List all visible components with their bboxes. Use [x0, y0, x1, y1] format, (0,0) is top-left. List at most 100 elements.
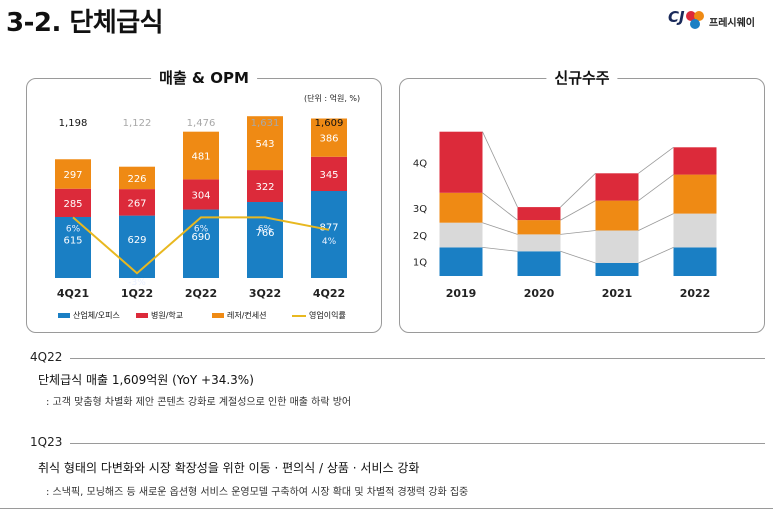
legend-label-office: 산업체/오피스	[73, 311, 120, 320]
company-logo: CJ 프레시웨이	[668, 6, 768, 36]
order-segment-q2	[517, 234, 561, 252]
data-label-hospital: 285	[63, 199, 82, 210]
data-label-hospital: 345	[319, 170, 338, 181]
data-label-leisure: 297	[63, 170, 82, 181]
order-segment-q1	[673, 247, 717, 276]
connector-line	[560, 200, 596, 221]
bar-segment-leisure	[55, 159, 91, 189]
section-divider	[30, 443, 765, 444]
data-label-office: 766	[255, 228, 274, 239]
legend-item-office: 산업체/오피스	[58, 310, 120, 321]
bar-segment-hospital	[183, 179, 219, 210]
data-label-office: 629	[127, 235, 146, 246]
x-tick-label: 2020	[524, 287, 555, 300]
legend-label-hospital: 병원/학교	[151, 311, 184, 320]
bar-segment-office	[247, 202, 283, 278]
data-label-leisure: 386	[319, 134, 338, 145]
bottom-divider	[0, 508, 773, 509]
x-tick-label: 1Q22	[121, 287, 153, 300]
legend-item-hospital: 병원/학교	[136, 310, 183, 321]
data-label-leisure: 226	[127, 174, 146, 185]
section-sub-text: : 고객 맞춤형 차별화 제안 콘텐츠 강화로 계절성으로 인한 매출 하락 방…	[46, 397, 352, 408]
logo-name: 프레시웨이	[709, 18, 755, 29]
logo-brand: CJ	[668, 8, 685, 26]
bar-segment-office	[183, 209, 219, 278]
connector-line	[638, 247, 674, 264]
order-segment-q2	[673, 213, 717, 248]
stack-label: 3Q	[413, 204, 427, 215]
legend-item-leisure: 레저/컨세션	[212, 310, 267, 321]
legend-swatch-hospital	[136, 313, 148, 318]
legend-line-opm	[292, 314, 306, 317]
order-segment-q4	[595, 173, 639, 201]
order-segment-q3	[673, 174, 717, 214]
bar-segment-hospital	[247, 170, 283, 203]
order-segment-q4	[517, 207, 561, 221]
stack-label: 1Q	[413, 258, 427, 269]
new-orders-title: 신규수주	[546, 67, 618, 88]
connector-line	[482, 222, 518, 235]
bar-segment-hospital	[311, 156, 347, 192]
section-divider	[30, 358, 765, 359]
order-segment-q3	[595, 200, 639, 231]
connector-line	[638, 213, 674, 231]
x-tick-label: 2019	[446, 287, 477, 300]
order-segment-q1	[595, 263, 639, 276]
data-label-office: 690	[191, 232, 210, 243]
logo-mark-icon	[686, 11, 704, 29]
opm-line	[72, 216, 330, 275]
legend-label-opm: 영업이익률	[309, 311, 346, 320]
bar-segment-leisure	[119, 166, 155, 190]
bar-segment-leisure	[183, 131, 219, 180]
section-heading: 1Q23	[30, 435, 71, 449]
bar-segment-leisure	[311, 118, 347, 157]
total-label: 1,609	[315, 118, 344, 129]
bar-segment-office	[119, 215, 155, 278]
data-label-office: 877	[319, 223, 338, 234]
opm-label: 6%	[66, 224, 81, 234]
section-main-text: 취식 형태의 다변화와 시장 확장성을 위한 이동 · 편의식 / 상품 · 서…	[38, 461, 420, 475]
order-segment-q4	[673, 147, 717, 175]
connector-line	[482, 247, 518, 252]
sales-opm-title: 매출 & OPM	[151, 67, 257, 88]
x-tick-label: 2Q22	[185, 287, 217, 300]
bar-segment-office	[311, 191, 347, 278]
section-main-text: 단체급식 매출 1,609억원 (YoY +34.3%)	[38, 373, 254, 387]
total-label: 1,476	[187, 118, 216, 129]
bar-segment-leisure	[247, 116, 283, 171]
connector-line	[560, 173, 596, 208]
connector-line	[560, 250, 596, 264]
x-tick-label: 4Q21	[57, 287, 89, 300]
unit-note: (단위 : 억원, %)	[304, 94, 361, 103]
x-tick-label: 2021	[602, 287, 633, 300]
legend-label-leisure: 레저/컨세션	[227, 311, 267, 320]
total-label: 1,198	[59, 118, 88, 129]
x-tick-label: 4Q22	[313, 287, 345, 300]
order-segment-q1	[439, 247, 483, 276]
bar-segment-hospital	[119, 189, 155, 216]
order-segment-q2	[595, 230, 639, 263]
page-title: 3-2. 단체급식	[6, 8, 164, 38]
data-label-office: 615	[63, 235, 82, 246]
total-label: 1,631	[251, 118, 280, 129]
x-tick-label: 2022	[680, 287, 711, 300]
legend-item-opm: 영업이익률	[292, 310, 346, 321]
order-segment-q3	[439, 192, 483, 223]
data-label-hospital: 322	[255, 182, 274, 193]
sales-opm-legend: 산업체/오피스 병원/학교 레저/컨세션 영업이익률	[58, 310, 378, 322]
order-segment-q1	[517, 251, 561, 276]
opm-label: 4%	[322, 237, 337, 247]
legend-swatch-leisure	[212, 313, 224, 318]
data-label-hospital: 304	[191, 190, 210, 201]
data-label-leisure: 481	[191, 152, 210, 163]
data-label-hospital: 267	[127, 198, 146, 209]
order-segment-q2	[439, 222, 483, 248]
x-tick-label: 3Q22	[249, 287, 281, 300]
order-segment-q4	[439, 131, 483, 193]
connector-line	[638, 174, 674, 201]
section-sub-text: : 스낵픽, 모닝해즈 등 새로운 옵션형 서비스 운영모델 구축하여 시장 확…	[46, 487, 469, 498]
connector-line	[482, 131, 518, 208]
bar-segment-hospital	[55, 188, 91, 217]
opm-label: 6%	[194, 224, 209, 234]
